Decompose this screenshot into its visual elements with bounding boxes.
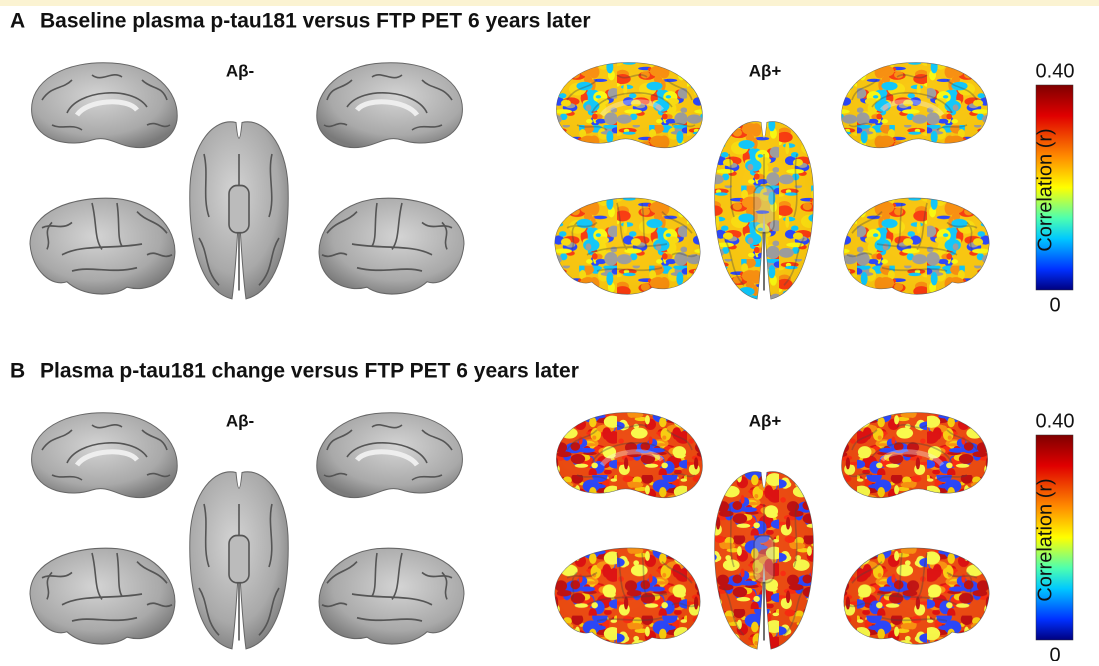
brain — [714, 471, 814, 650]
panel-letter: A — [10, 10, 25, 33]
group-label: Aβ- — [226, 411, 254, 430]
brain — [31, 62, 178, 149]
group-label: Aβ- — [226, 61, 254, 80]
colorbar-label: Correlation (r) — [1034, 128, 1056, 251]
brain — [556, 62, 703, 149]
brain — [556, 412, 703, 499]
brain — [554, 197, 701, 295]
colorbar-min: 0 — [1049, 294, 1060, 316]
brain — [189, 121, 289, 300]
brain — [29, 197, 176, 295]
brain — [843, 197, 990, 295]
colorbar — [1035, 84, 1074, 291]
brain — [29, 547, 176, 645]
colorbar-label: Correlation (r) — [1034, 478, 1056, 601]
brain — [714, 121, 814, 300]
brain — [554, 547, 701, 645]
panel-title: Plasma p-tau181 change versus FTP PET 6 … — [40, 360, 579, 383]
group-label: Aβ+ — [749, 61, 782, 80]
panel-title: Baseline plasma p-tau181 versus FTP PET … — [40, 10, 591, 33]
brain — [189, 471, 289, 650]
brain — [316, 62, 463, 149]
panel: A Baseline plasma p-tau181 versus FTP PET… — [10, 10, 1074, 317]
brain — [841, 412, 988, 499]
brain — [31, 412, 178, 499]
colorbar-max: 0.40 — [1036, 410, 1075, 432]
group-label: Aβ+ — [749, 411, 782, 430]
brain — [316, 412, 463, 499]
top-strip — [0, 0, 1099, 6]
brain — [318, 197, 465, 295]
panel: B Plasma p-tau181 change versus FTP PET 6… — [10, 360, 1075, 666]
colorbar-max: 0.40 — [1036, 60, 1075, 82]
colorbar — [1035, 434, 1074, 641]
colorbar-min: 0 — [1049, 644, 1060, 661]
brain — [843, 547, 990, 645]
brain — [841, 62, 988, 149]
brain — [318, 547, 465, 645]
panel-letter: B — [10, 360, 25, 383]
